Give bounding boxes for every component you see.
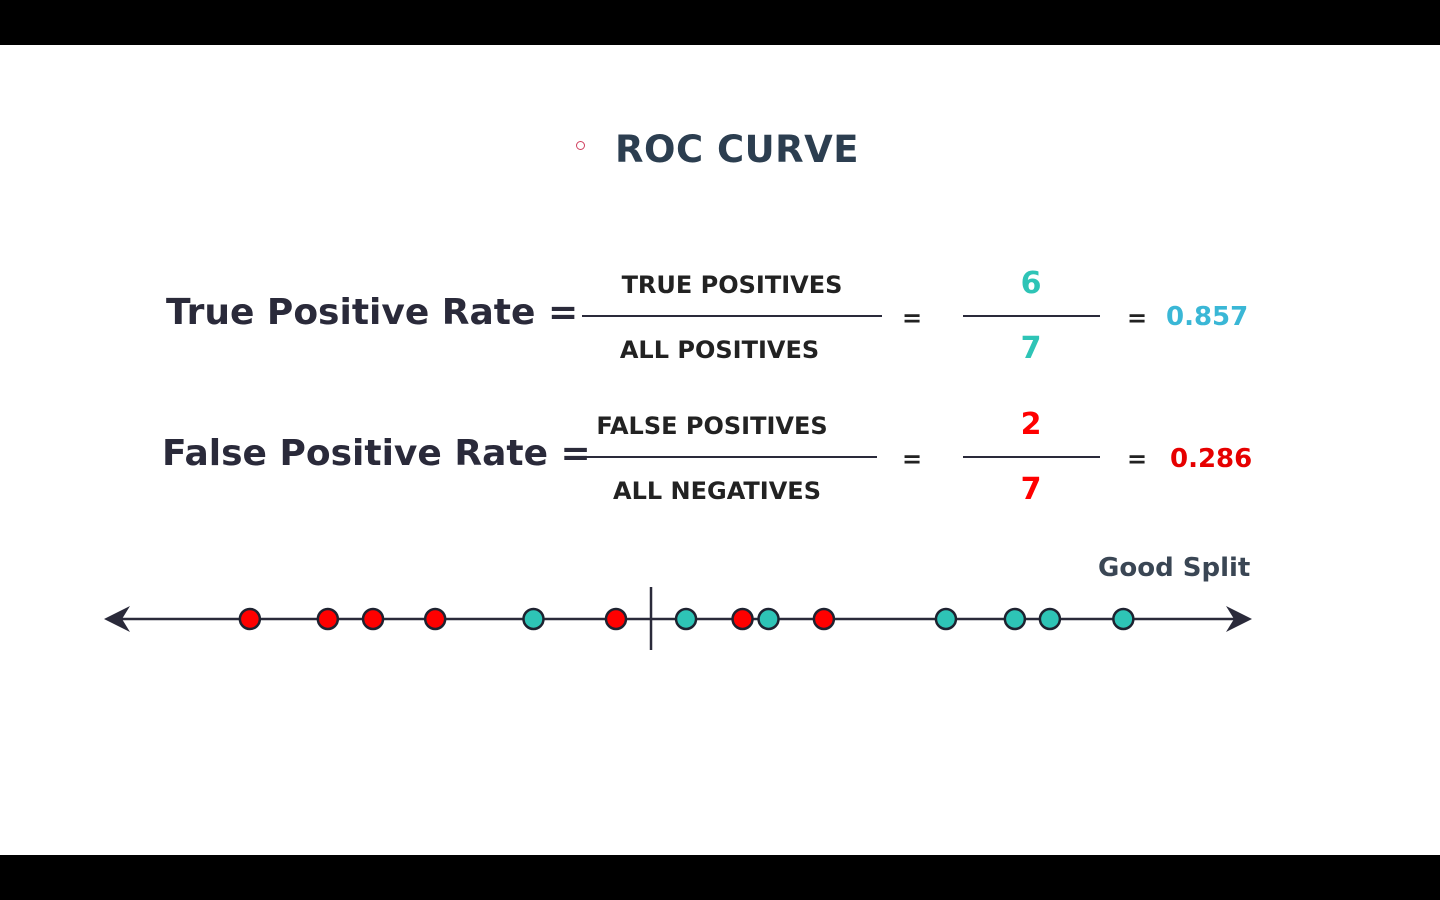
fpr-denominator-text: ALL NEGATIVES bbox=[613, 477, 821, 505]
negative-point-4 bbox=[423, 607, 447, 631]
tpr-value-fraction-bar bbox=[963, 315, 1100, 317]
slide-title: ROC CURVE bbox=[615, 128, 860, 171]
fpr-equals-sign-2: = bbox=[1127, 445, 1148, 473]
positive-point-9 bbox=[757, 607, 780, 631]
fpr-equals-sign: = bbox=[902, 445, 923, 473]
negative-point-8 bbox=[731, 607, 754, 631]
negative-point-6 bbox=[604, 607, 628, 631]
bullet-icon bbox=[576, 141, 585, 150]
slide-header: ROC CURVE bbox=[0, 128, 1440, 174]
tpr-equals-sign: = bbox=[902, 304, 923, 332]
left-arrowhead-icon bbox=[104, 606, 130, 632]
tpr-label: True Positive Rate = bbox=[166, 292, 579, 333]
positive-point-12 bbox=[1003, 607, 1027, 631]
negative-point-10 bbox=[812, 607, 836, 631]
good-split-label: Good Split bbox=[1098, 553, 1251, 583]
slide-canvas bbox=[0, 45, 1440, 855]
negative-point-3 bbox=[361, 607, 385, 631]
data-points bbox=[238, 607, 1135, 631]
positive-point-7 bbox=[674, 607, 698, 631]
tpr-fraction-bar bbox=[582, 315, 882, 317]
fpr-value-fraction-bar bbox=[963, 456, 1100, 458]
fpr-fraction-bar bbox=[576, 456, 877, 458]
tpr-denominator-value: 7 bbox=[1020, 331, 1042, 366]
right-arrowhead-icon bbox=[1226, 606, 1252, 632]
negative-point-2 bbox=[316, 607, 340, 631]
positive-point-14 bbox=[1112, 607, 1135, 631]
negative-point-1 bbox=[238, 607, 262, 631]
tpr-numerator-text: TRUE POSITIVES bbox=[621, 271, 843, 299]
tpr-equals-sign-2: = bbox=[1127, 304, 1148, 332]
positive-point-13 bbox=[1038, 607, 1062, 631]
tpr-denominator-text: ALL POSITIVES bbox=[619, 336, 820, 364]
fpr-denominator-value: 7 bbox=[1020, 472, 1042, 507]
fpr-numerator-value: 2 bbox=[1020, 407, 1042, 442]
fpr-label: False Positive Rate = bbox=[162, 433, 591, 474]
tpr-result: 0.857 bbox=[1166, 302, 1249, 332]
positive-point-5 bbox=[522, 607, 545, 631]
positive-point-11 bbox=[934, 607, 958, 631]
fpr-numerator-text: FALSE POSITIVES bbox=[596, 412, 828, 440]
fpr-result: 0.286 bbox=[1170, 444, 1253, 474]
tpr-numerator-value: 6 bbox=[1020, 266, 1042, 301]
